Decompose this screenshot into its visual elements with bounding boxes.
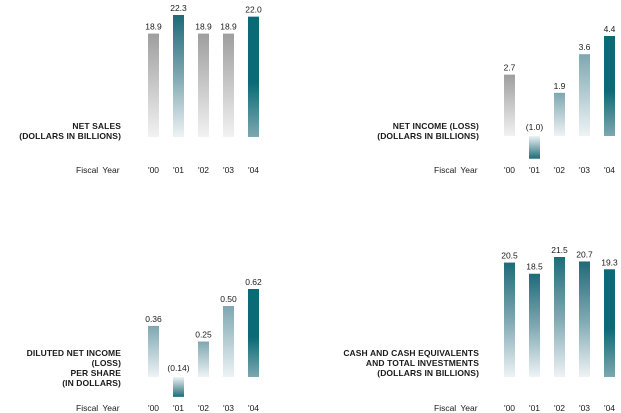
data-label-2: 1.9	[554, 81, 566, 91]
bar-0	[504, 74, 515, 136]
bar-0	[148, 325, 159, 377]
data-label-4: 4.4	[604, 24, 616, 34]
tick-label-0: '00	[148, 165, 159, 175]
bar-2	[554, 257, 565, 377]
data-label-0: 20.5	[501, 251, 518, 261]
bar-chart-svg: 0.36 '00 (0.14) '01 0.25 '02 0.50 '03 0.62 '04	[145, 277, 262, 413]
bar-0	[504, 262, 515, 377]
data-label-1: (1.0)	[526, 122, 544, 132]
bar-2	[198, 33, 209, 138]
bar-3	[223, 33, 234, 138]
tick-label-1: '01	[173, 165, 184, 175]
tick-label-4: '04	[604, 403, 615, 413]
tick-label-0: '00	[148, 403, 159, 413]
data-label-3: 18.9	[220, 22, 237, 32]
tick-label-2: '02	[554, 165, 565, 175]
tick-label-3: '03	[223, 165, 234, 175]
chart-cash-investments: CASH AND CASH EQUIVALENTS AND TOTAL INVE…	[320, 205, 620, 413]
bar-1	[173, 377, 184, 397]
data-label-3: 0.50	[220, 294, 237, 304]
data-label-1: 18.5	[526, 262, 543, 272]
data-label-2: 21.5	[551, 245, 568, 255]
tick-label-0: '00	[504, 165, 515, 175]
tick-label-0: '00	[504, 403, 515, 413]
fiscal-year-label: Fiscal Year	[76, 403, 120, 413]
tick-label-4: '04	[248, 165, 259, 175]
tick-label-3: '03	[579, 403, 590, 413]
bar-2	[554, 92, 565, 136]
data-label-0: 2.7	[504, 63, 516, 73]
bar-1	[173, 15, 184, 137]
tick-label-3: '03	[223, 403, 234, 413]
chart-net-sales: NET SALES (DOLLARS IN BILLIONS) Fiscal Y…	[0, 0, 300, 200]
tick-label-3: '03	[579, 165, 590, 175]
bar-1	[529, 136, 540, 159]
bar-3	[579, 261, 590, 377]
fiscal-year-label: Fiscal Year	[76, 165, 120, 175]
data-label-4: 19.3	[601, 257, 618, 267]
chart-title: CASH AND CASH EQUIVALENTS AND TOTAL INVE…	[343, 348, 479, 378]
data-label-0: 18.9	[145, 22, 162, 32]
bar-0	[148, 33, 159, 138]
tick-label-2: '02	[198, 165, 209, 175]
chart-title: NET INCOME (LOSS) (DOLLARS IN BILLIONS)	[377, 121, 479, 141]
bar-3	[223, 306, 234, 377]
data-label-2: 0.25	[195, 330, 212, 340]
bar-4	[248, 289, 259, 377]
data-label-4: 0.62	[245, 277, 262, 287]
chart-net-income: NET INCOME (LOSS) (DOLLARS IN BILLIONS) …	[320, 0, 620, 200]
bar-4	[604, 36, 615, 136]
chart-title: DILUTED NET INCOME (LOSS) PER SHARE (IN …	[26, 348, 121, 388]
tick-label-1: '01	[173, 403, 184, 413]
data-label-1: (0.14)	[167, 363, 189, 373]
bar-chart-svg: 18.9 '00 22.3 '01 18.9 '02 18.9 '03 22.0 '04	[145, 3, 262, 175]
tick-label-2: '02	[198, 403, 209, 413]
data-label-2: 18.9	[195, 22, 212, 32]
bar-3	[579, 54, 590, 136]
bar-4	[604, 269, 615, 377]
bar-chart-svg: 20.5 '00 18.5 '01 21.5 '02 20.7 '03 19.3 '04	[501, 245, 618, 413]
bar-chart-svg: 2.7 '00 (1.0) '01 1.9 '02 3.6 '03 4.4 '04	[504, 24, 616, 175]
data-label-0: 0.36	[145, 314, 162, 324]
chart-title: NET SALES (DOLLARS IN BILLIONS)	[19, 121, 121, 141]
data-label-3: 20.7	[576, 249, 593, 259]
tick-label-1: '01	[529, 403, 540, 413]
data-label-4: 22.0	[245, 5, 262, 15]
fiscal-year-label: Fiscal Year	[434, 403, 478, 413]
bar-2	[198, 341, 209, 377]
chart-diluted-eps: DILUTED NET INCOME (LOSS) PER SHARE (IN …	[0, 205, 300, 413]
bar-1	[529, 273, 540, 377]
bar-4	[248, 16, 259, 137]
tick-label-2: '02	[554, 403, 565, 413]
data-label-3: 3.6	[579, 42, 591, 52]
data-label-1: 22.3	[170, 3, 187, 13]
fiscal-year-label: Fiscal Year	[434, 165, 478, 175]
tick-label-4: '04	[604, 165, 615, 175]
tick-label-4: '04	[248, 403, 259, 413]
tick-label-1: '01	[529, 165, 540, 175]
